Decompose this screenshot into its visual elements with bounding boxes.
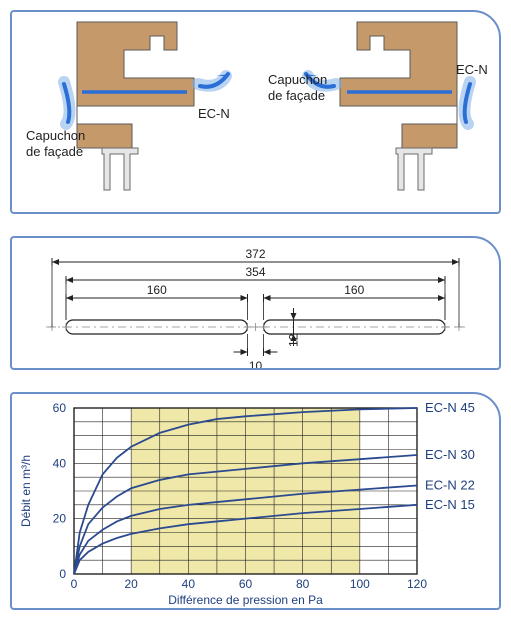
panel-chart: 0 20 40 60 80 100 120 0 20 40 60 Différence de pres… bbox=[10, 392, 501, 610]
y-axis-title: Débit en m³/h bbox=[19, 455, 33, 527]
cross-section-right bbox=[306, 22, 470, 190]
xtick-label: 80 bbox=[296, 577, 310, 591]
xtick-label: 20 bbox=[124, 577, 138, 591]
label-capuchon-left-l1: Capuchon bbox=[26, 128, 85, 143]
dim-label: 372 bbox=[245, 247, 265, 261]
xtick-label: 40 bbox=[182, 577, 196, 591]
x-axis-title: Différence de pression en Pa bbox=[168, 593, 323, 607]
dim-label: 160 bbox=[344, 283, 364, 297]
series-label: EC-N 22 bbox=[425, 477, 475, 492]
dim-label: 10 bbox=[249, 359, 263, 368]
panel-dimensions: 372 354 160 160 10 12 bbox=[10, 236, 501, 370]
xtick-label: 0 bbox=[71, 577, 78, 591]
label-capuchon-right-l1: Capuchon bbox=[268, 72, 327, 87]
series-label: EC-N 30 bbox=[425, 447, 475, 462]
dim-label: 160 bbox=[147, 283, 167, 297]
panel-cross-sections: Capuchonde façadeEC-NCapuchonde façadeEC… bbox=[10, 10, 501, 214]
series-label: EC-N 15 bbox=[425, 497, 475, 512]
ytick-label: 60 bbox=[53, 401, 67, 415]
xtick-label: 60 bbox=[239, 577, 253, 591]
dim-label: 12 bbox=[287, 333, 301, 347]
dim-label: 354 bbox=[245, 265, 265, 279]
label-ecn-left: EC-N bbox=[198, 106, 230, 121]
series-label: EC-N 45 bbox=[425, 400, 475, 415]
label-capuchon-right-l2: de façade bbox=[268, 88, 325, 103]
ytick-label: 40 bbox=[53, 456, 67, 470]
ytick-label: 0 bbox=[59, 567, 66, 581]
xtick-label: 120 bbox=[407, 577, 427, 591]
ytick-label: 20 bbox=[53, 512, 67, 526]
label-capuchon-left-l2: de façade bbox=[26, 144, 83, 159]
label-ecn-right: EC-N bbox=[456, 62, 488, 77]
xtick-label: 100 bbox=[350, 577, 370, 591]
